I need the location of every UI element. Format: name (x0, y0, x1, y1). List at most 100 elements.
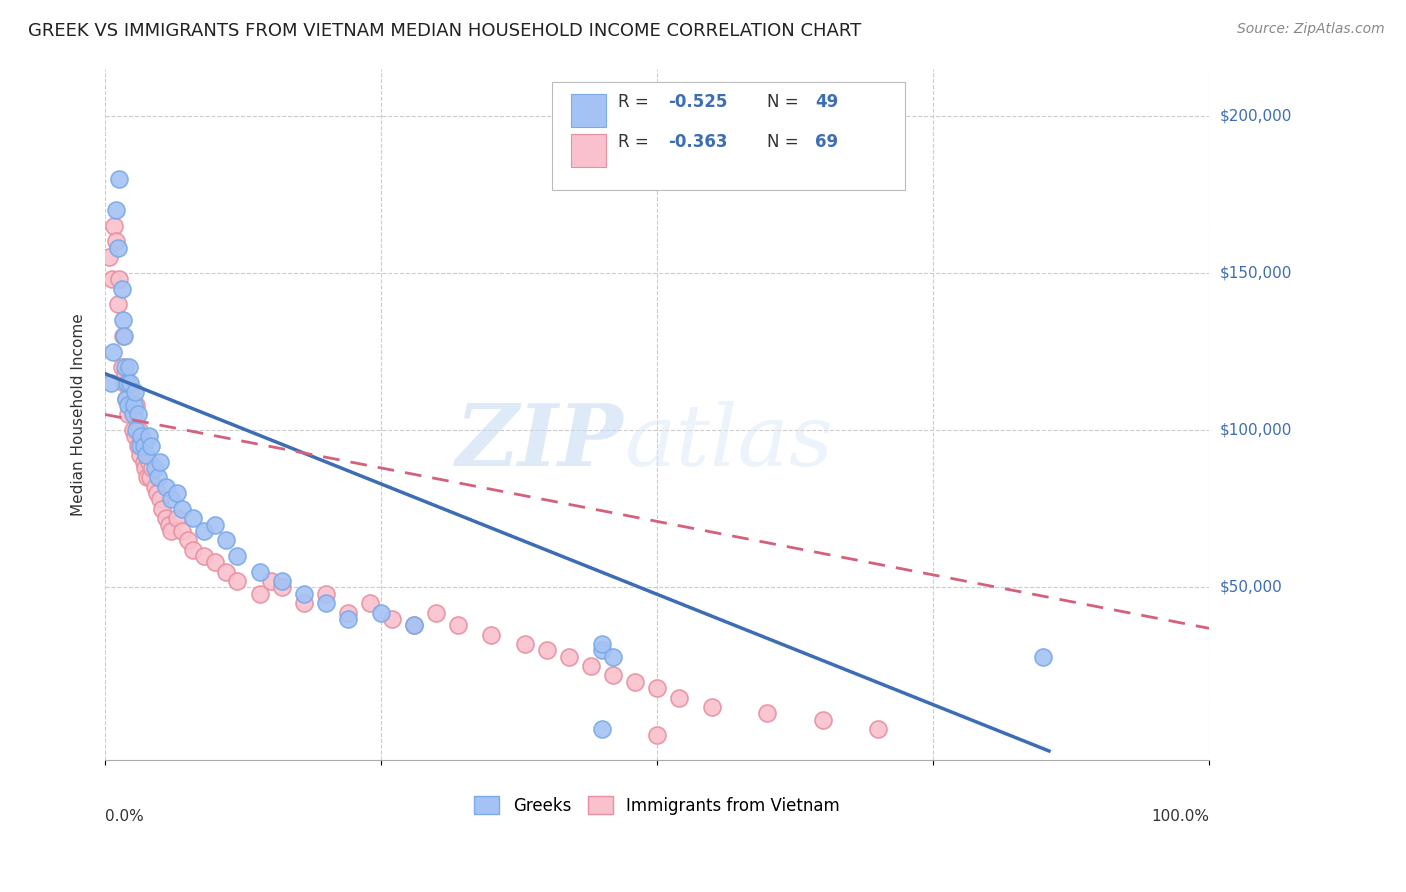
Point (127, 439, 149, 453)
Point (624, 674, 647, 689)
Point (105, 235, 128, 249)
Text: 69: 69 (815, 133, 838, 151)
Text: 100.0%: 100.0% (1152, 809, 1209, 824)
Point (215, 565, 238, 579)
Point (811, 713, 834, 727)
Point (100, 272, 122, 286)
Text: GREEK VS IMMIGRANTS FROM VIETNAM MEDIAN HOUSEHOLD INCOME CORRELATION CHART: GREEK VS IMMIGRANTS FROM VIETNAM MEDIAN … (28, 22, 862, 40)
Point (122, 408, 145, 422)
Point (112, 376, 135, 390)
Point (359, 596, 381, 610)
Point (117, 408, 139, 422)
Point (108, 272, 131, 286)
Point (149, 455, 172, 469)
Point (157, 517, 180, 532)
Point (204, 517, 226, 532)
Point (125, 423, 148, 437)
Point (98, 250, 121, 264)
Point (425, 606, 447, 620)
Point (108, 171, 131, 186)
Point (557, 649, 579, 664)
Point (447, 618, 470, 632)
Point (118, 360, 141, 375)
Point (125, 398, 148, 412)
Point (381, 612, 404, 626)
Text: N =: N = (768, 133, 804, 151)
Text: 0.0%: 0.0% (105, 809, 143, 824)
Point (114, 367, 136, 381)
Text: atlas: atlas (624, 401, 832, 483)
Point (141, 439, 163, 453)
Point (107, 241, 129, 255)
Point (160, 524, 183, 538)
Point (112, 328, 135, 343)
Text: R =: R = (619, 94, 654, 112)
Point (111, 313, 134, 327)
Point (114, 360, 136, 375)
Point (315, 587, 337, 601)
Point (404, 618, 426, 632)
Point (129, 448, 152, 462)
Point (135, 448, 157, 462)
Point (132, 455, 155, 469)
Point (226, 549, 249, 563)
Point (602, 668, 624, 682)
Point (645, 681, 668, 695)
FancyBboxPatch shape (553, 82, 905, 190)
Point (138, 455, 160, 469)
Point (166, 511, 188, 525)
Point (107, 297, 129, 311)
Point (315, 596, 337, 610)
Point (1032, 649, 1054, 664)
Point (193, 549, 215, 563)
Point (249, 587, 271, 601)
Text: Source: ZipAtlas.com: Source: ZipAtlas.com (1237, 22, 1385, 37)
Point (138, 429, 160, 443)
Point (120, 376, 142, 390)
Point (149, 492, 172, 507)
Point (143, 461, 166, 475)
Point (166, 486, 188, 500)
Point (136, 470, 159, 484)
Point (336, 612, 359, 626)
Point (215, 533, 238, 548)
Point (404, 618, 426, 632)
Point (204, 555, 226, 569)
Point (124, 429, 146, 443)
Point (152, 501, 174, 516)
Point (481, 627, 503, 641)
Point (181, 542, 204, 557)
Point (131, 429, 153, 443)
Point (115, 376, 138, 390)
Point (141, 461, 163, 475)
Point (172, 501, 194, 516)
FancyBboxPatch shape (571, 95, 606, 128)
Point (591, 643, 613, 657)
Point (131, 439, 153, 453)
Point (129, 439, 152, 453)
Point (124, 385, 146, 400)
Text: 49: 49 (815, 94, 838, 112)
Point (143, 480, 166, 494)
Point (120, 385, 142, 400)
Point (866, 722, 889, 736)
Point (591, 722, 613, 736)
Point (702, 700, 724, 714)
Point (602, 649, 624, 664)
Text: $150,000: $150,000 (1220, 266, 1292, 280)
Point (132, 439, 155, 453)
Point (155, 480, 177, 494)
Point (270, 581, 292, 595)
Text: -0.363: -0.363 (668, 133, 727, 151)
Point (118, 398, 141, 412)
Point (127, 408, 149, 422)
Point (146, 470, 169, 484)
FancyBboxPatch shape (571, 134, 606, 167)
Point (115, 376, 138, 390)
Point (292, 596, 315, 610)
Point (128, 423, 150, 437)
Point (155, 511, 177, 525)
Point (249, 565, 271, 579)
Point (668, 690, 690, 705)
Point (134, 461, 156, 475)
